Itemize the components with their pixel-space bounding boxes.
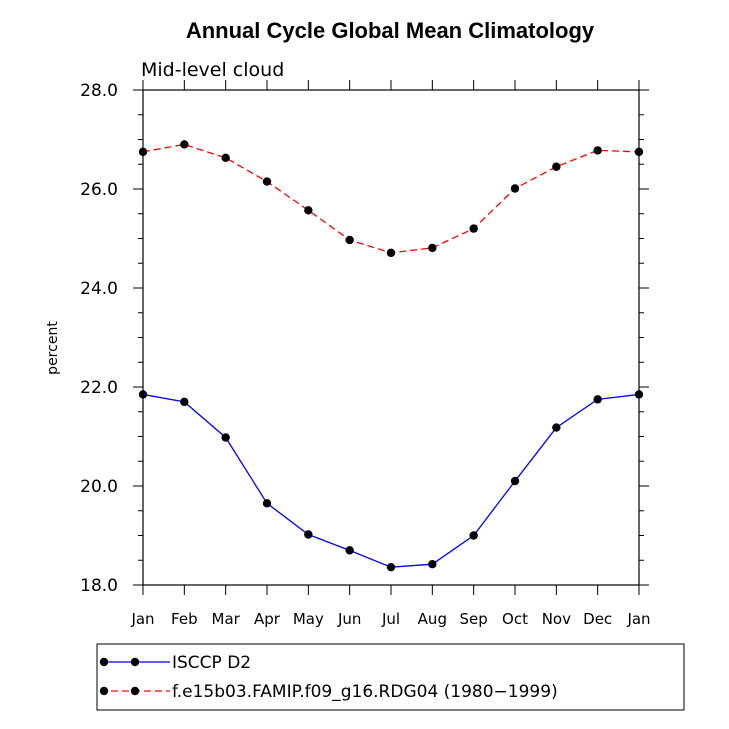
x-tick-label: Sep: [460, 610, 488, 628]
legend-box: [96, 643, 685, 711]
y-tick-label: 24.0: [80, 279, 118, 299]
x-tick-label: Apr: [254, 610, 281, 628]
data-point: [345, 235, 354, 245]
x-tick-label: Mar: [212, 610, 241, 628]
data-point: [386, 248, 396, 258]
data-point: [428, 243, 437, 253]
y-axis-label: percent: [45, 321, 61, 375]
data-point: [386, 562, 396, 572]
y-tick-label: 26.0: [80, 180, 118, 200]
data-point: [304, 206, 313, 215]
data-point: [180, 140, 189, 149]
data-point: [262, 177, 272, 186]
legend-label: ISCCP D2: [172, 653, 251, 673]
legend-label: f.e15b03.FAMIP.f09_g16.RDG04 (1980−1999): [172, 682, 558, 702]
series-2: [138, 140, 644, 258]
data-point: [428, 560, 437, 569]
x-tick-label: Jun: [337, 610, 361, 628]
data-point: [469, 531, 478, 540]
data-point: [634, 147, 644, 157]
legend-entry-2: f.e15b03.FAMIP.f09_g16.RDG04 (1980−1999): [99, 682, 558, 702]
data-point: [180, 397, 189, 407]
legend-marker: [130, 686, 140, 696]
y-tick-label: 18.0: [80, 576, 118, 596]
data-point: [138, 147, 148, 157]
data-point: [552, 423, 561, 432]
data-point: [634, 390, 644, 399]
plot-frame: [142, 89, 640, 586]
data-point: [262, 499, 272, 508]
data-point: [552, 162, 561, 171]
legend-entry-1: ISCCP D2: [99, 653, 251, 673]
x-tick-label: Aug: [418, 610, 447, 628]
data-point: [221, 153, 230, 163]
legend-marker: [99, 686, 109, 696]
x-tick-label: May: [293, 610, 324, 628]
data-point: [593, 146, 602, 155]
data-point: [221, 433, 230, 442]
y-tick-label: 22.0: [80, 378, 118, 398]
x-tick-label: Feb: [171, 610, 198, 628]
x-tick-label: Jan: [130, 610, 154, 628]
x-tick-labels: Jan Feb Mar Apr May Jun Jul Aug Sep Oct Nov Dec Jan: [130, 610, 650, 628]
data-point: [469, 224, 478, 233]
y-tick-label: 28.0: [80, 81, 118, 101]
data-point: [345, 546, 354, 555]
tick-marks: [133, 80, 649, 595]
x-tick-label: Oct: [502, 610, 528, 628]
data-point: [138, 390, 148, 399]
x-tick-label: Nov: [542, 610, 571, 628]
y-tick-labels: 18.0 20.0 22.0 24.0 26.0 28.0: [80, 81, 118, 596]
x-tick-label: Jan: [626, 610, 650, 628]
chart-title: Annual Cycle Global Mean Climatology: [186, 18, 595, 43]
series-line: [142, 393, 640, 568]
series-line: [142, 143, 640, 254]
chart-subtitle: Mid-level cloud: [141, 59, 284, 81]
legend-marker: [130, 657, 140, 667]
legend-marker: [99, 657, 109, 667]
data-point: [510, 184, 520, 193]
x-tick-label: Jul: [381, 610, 400, 628]
series-layer: [138, 140, 644, 572]
series-1: [138, 390, 644, 572]
data-point: [510, 476, 520, 486]
legend: ISCCP D2 f.e15b03.FAMIP.f09_g16.RDG04 (19…: [99, 653, 558, 702]
y-tick-label: 20.0: [80, 477, 118, 497]
x-tick-label: Dec: [583, 610, 612, 628]
data-point: [593, 395, 602, 404]
data-point: [304, 530, 313, 539]
